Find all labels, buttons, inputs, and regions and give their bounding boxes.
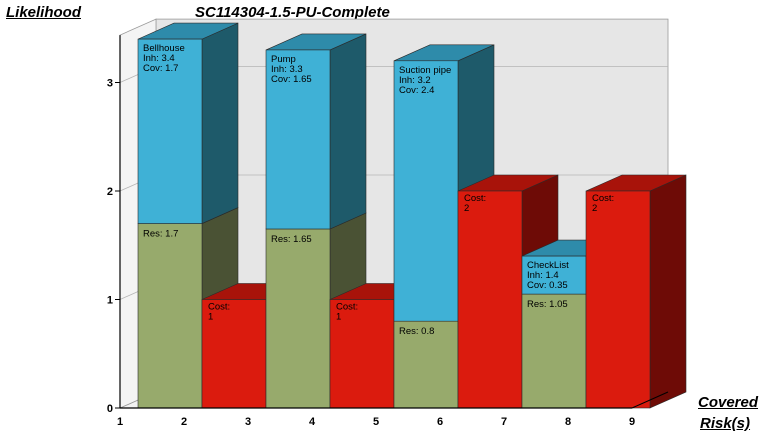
residual-bar-front: [265, 228, 331, 409]
cost-label: Cost:: [208, 302, 230, 313]
covered-bar-front: [393, 60, 459, 322]
covered-bar-front: [265, 49, 331, 230]
y-axis-title: Likelihood: [6, 4, 81, 21]
cost-label: Cost:: [336, 302, 358, 313]
x-tick-label: 6: [437, 416, 443, 428]
x-tick-label: 3: [245, 416, 251, 428]
inherent-label: Inh: 3.4: [143, 53, 175, 64]
inherent-label: Inh: 3.3: [271, 64, 303, 75]
y-tick-label: 1: [107, 295, 113, 307]
residual-label: Res: 1.65: [271, 234, 312, 245]
x-axis-title-line1: Covered: [698, 394, 759, 411]
coverage-label: Cov: 1.7: [143, 63, 178, 74]
y-tick-label: 0: [107, 403, 113, 415]
cost-label: Cost:: [592, 193, 614, 204]
x-tick-label: 1: [117, 416, 123, 428]
x-tick-label: 7: [501, 416, 507, 428]
inherent-label: Inh: 1.4: [527, 270, 559, 281]
x-tick-label: 5: [373, 416, 379, 428]
coverage-label: Cov: 2.4: [399, 85, 434, 96]
cost-bar-front: [585, 190, 651, 409]
x-tick-label: 4: [309, 416, 316, 428]
y-tick-label: 2: [107, 186, 113, 198]
x-tick-label: 2: [181, 416, 187, 428]
risk-name-label: Pump: [271, 54, 296, 65]
covered-bar-front: [521, 255, 587, 295]
cost-value-label: 1: [208, 312, 213, 323]
chart-title: SC114304-1.5-PU-Complete: [195, 4, 390, 21]
inherent-label: Inh: 3.2: [399, 75, 431, 86]
cost-bar-front: [329, 299, 395, 409]
cost-value-label: 1: [336, 312, 341, 323]
cost-value-label: 2: [464, 203, 469, 214]
floor-edge: [631, 391, 669, 409]
y-tick-label: 3: [107, 78, 113, 90]
coverage-label: Cov: 0.35: [527, 280, 568, 291]
covered-bar-side: [201, 22, 239, 225]
residual-label: Res: 1.7: [143, 229, 178, 240]
risk-name-label: Suction pipe: [399, 65, 451, 76]
risk-name-label: Bellhouse: [143, 43, 185, 54]
cost-bar-side: [649, 174, 687, 409]
covered-bar-side: [329, 33, 367, 230]
residual-label: Res: 0.8: [399, 326, 434, 337]
residual-label: Res: 1.05: [527, 299, 568, 310]
residual-bar-front: [393, 320, 459, 409]
cost-value-label: 2: [592, 203, 597, 214]
risk-name-label: CheckList: [527, 260, 569, 271]
cost-bar-front: [457, 190, 523, 409]
x-axis-title: Covered Risk(s): [698, 392, 758, 434]
x-tick-label: 8: [565, 416, 571, 428]
cost-label: Cost:: [464, 193, 486, 204]
coverage-label: Cov: 1.65: [271, 74, 312, 85]
residual-bar-front: [521, 293, 587, 409]
residual-bar-front: [137, 223, 203, 409]
covered-bar-front: [137, 38, 203, 224]
x-axis-title-line2: Risk(s): [700, 415, 751, 432]
x-tick-label: 9: [629, 416, 635, 428]
